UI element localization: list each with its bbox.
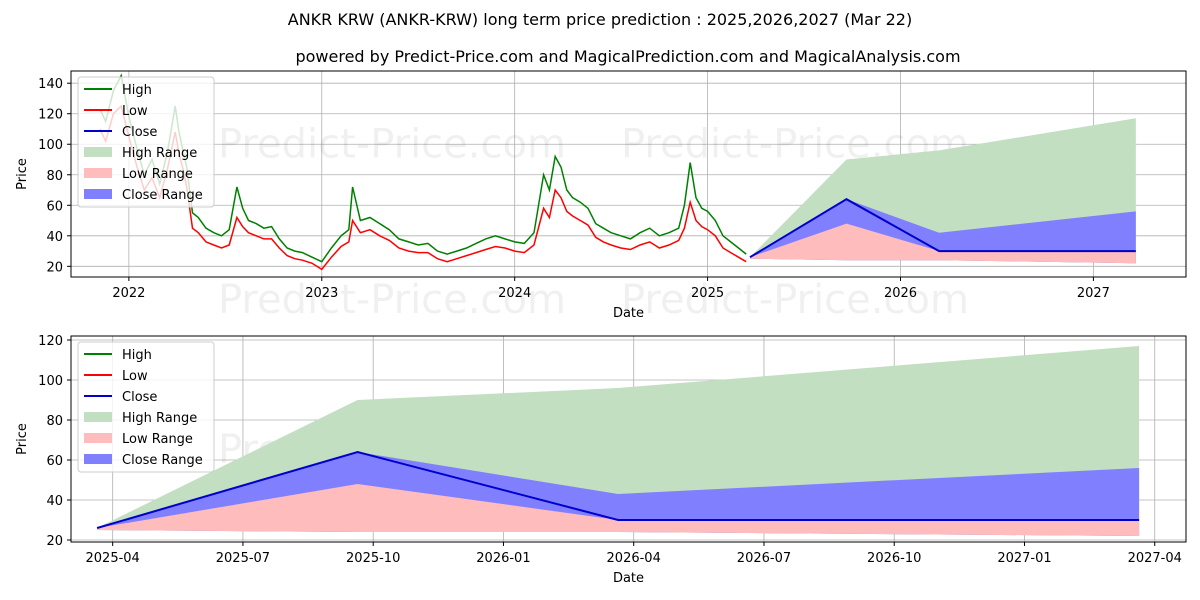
chart-subtitle: powered by Predict-Price.com and Magical… xyxy=(295,47,960,66)
legend-label: Low Range xyxy=(122,432,193,447)
plot-frame xyxy=(70,70,1187,278)
x-axis-label: Date xyxy=(613,571,644,586)
x-tick-label: 2026 xyxy=(884,286,917,301)
x-tick-label: 2025-04 xyxy=(86,551,140,566)
bottom-chart: Predict-Price.comPredict-Price.com2025-0… xyxy=(15,334,1187,586)
legend-label: Low xyxy=(122,104,148,119)
x-axis-label: Date xyxy=(613,306,644,321)
y-tick-label: 60 xyxy=(46,454,63,469)
x-tick-label: 2027-01 xyxy=(997,551,1051,566)
legend-label: Close Range xyxy=(122,188,203,203)
y-axis-label: Price xyxy=(15,158,30,190)
watermark: Predict-Price.com xyxy=(218,277,566,323)
legend-swatch xyxy=(84,454,112,464)
legend-swatch xyxy=(84,168,112,178)
x-tick-label: 2027 xyxy=(1077,286,1110,301)
y-tick-label: 80 xyxy=(46,414,63,429)
x-tick-label: 2026-10 xyxy=(867,551,921,566)
legend-swatch xyxy=(84,147,112,157)
y-tick-label: 40 xyxy=(46,230,63,245)
y-tick-label: 80 xyxy=(46,169,63,184)
low-line xyxy=(99,104,747,271)
legend-swatch xyxy=(84,433,112,443)
y-tick-label: 120 xyxy=(38,108,63,123)
x-tick-label: 2022 xyxy=(112,286,145,301)
y-tick-label: 140 xyxy=(38,77,63,92)
legend-label: Close xyxy=(122,125,157,140)
x-tick-label: 2026-07 xyxy=(737,551,791,566)
y-tick-label: 120 xyxy=(38,334,63,349)
low-range-area xyxy=(97,484,1140,536)
plot-frame xyxy=(70,335,1187,543)
close-line xyxy=(749,198,1136,259)
y-tick-label: 20 xyxy=(46,534,63,549)
x-tick-label: 2026-04 xyxy=(607,551,661,566)
y-tick-label: 100 xyxy=(38,374,63,389)
legend-swatch xyxy=(84,412,112,422)
x-tick-label: 2026-01 xyxy=(476,551,530,566)
watermark: Predict-Price.com xyxy=(621,277,969,323)
x-tick-label: 2025-10 xyxy=(346,551,400,566)
legend-label: Close Range xyxy=(122,453,203,468)
legend-label: High xyxy=(122,348,152,363)
x-tick-label: 2025 xyxy=(691,286,724,301)
legend-label: High Range xyxy=(122,411,197,426)
x-tick-label: 2023 xyxy=(305,286,338,301)
y-axis-label: Price xyxy=(15,423,30,455)
close-line xyxy=(96,450,1140,529)
low-range-area xyxy=(750,223,1136,264)
y-tick-label: 40 xyxy=(46,494,63,509)
legend-label: Low Range xyxy=(122,167,193,182)
legend-label: Low xyxy=(122,369,148,384)
x-tick-label: 2024 xyxy=(498,286,531,301)
legend-label: High xyxy=(122,83,152,98)
legend-label: High Range xyxy=(122,146,197,161)
y-tick-label: 100 xyxy=(38,138,63,153)
chart-title: ANKR KRW (ANKR-KRW) long term price pred… xyxy=(288,10,912,29)
legend-swatch xyxy=(84,189,112,199)
y-tick-label: 60 xyxy=(46,199,63,214)
x-tick-label: 2025-07 xyxy=(216,551,270,566)
top-chart: Predict-Price.com Predict-Price.com Predic… xyxy=(15,70,1187,323)
legend-label: Close xyxy=(122,390,157,405)
y-tick-label: 20 xyxy=(46,260,63,275)
x-tick-label: 2027-04 xyxy=(1128,551,1182,566)
watermark: Predict-Price.com xyxy=(218,122,566,168)
